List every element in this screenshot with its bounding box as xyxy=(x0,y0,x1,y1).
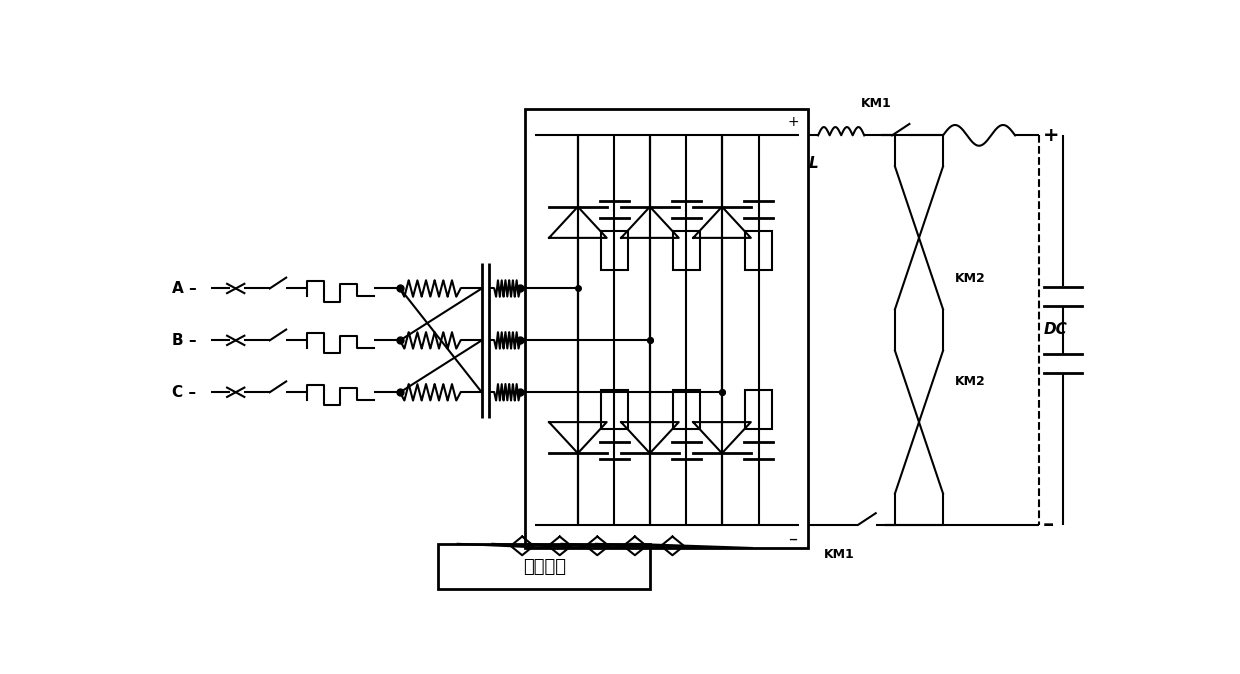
Text: KM2: KM2 xyxy=(955,375,986,388)
Text: KM1: KM1 xyxy=(861,98,892,111)
Text: –: – xyxy=(1043,515,1054,534)
Bar xyxy=(673,231,699,270)
Bar xyxy=(525,109,808,548)
Bar xyxy=(673,390,699,429)
Text: DC: DC xyxy=(1044,322,1068,338)
Text: A –: A – xyxy=(172,281,197,296)
Text: +: + xyxy=(787,115,799,129)
Bar xyxy=(439,544,650,590)
Text: 控制电路: 控制电路 xyxy=(523,557,565,576)
Text: L: L xyxy=(808,156,818,171)
Text: KM1: KM1 xyxy=(823,548,854,561)
Text: +: + xyxy=(1043,126,1059,145)
Text: B –: B – xyxy=(172,333,197,348)
Text: KM2: KM2 xyxy=(955,272,986,284)
Bar xyxy=(745,390,773,429)
Bar xyxy=(601,390,627,429)
Bar xyxy=(745,231,773,270)
Text: –: – xyxy=(789,530,797,548)
Bar xyxy=(601,231,627,270)
Text: C –: C – xyxy=(172,385,196,400)
